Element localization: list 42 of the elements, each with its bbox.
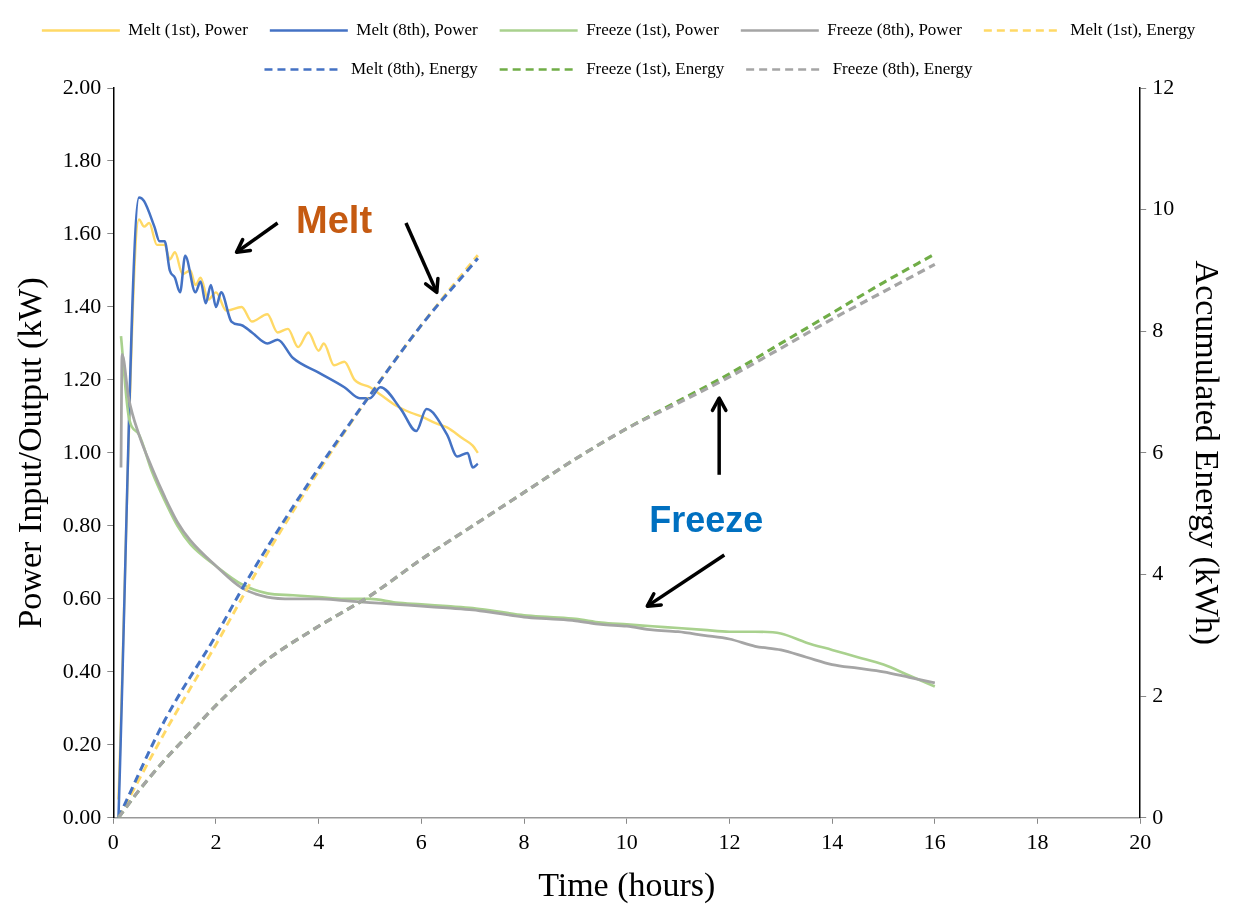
legend-label: Melt (8th), Power [356,19,478,39]
x-tick-label: 2 [210,828,222,854]
legend-label: Freeze (8th), Energy [832,58,974,78]
legend-label: Freeze (1st), Power [586,19,720,39]
y-tick-label: 0.40 [62,657,102,683]
y-axis-title: Power Input/Output (kW) [11,277,50,629]
x-tick-label: 16 [923,828,946,854]
legend-label: Melt (1st), Power [128,19,249,39]
y-tick-label: 0.80 [62,511,102,537]
x-tick-label: 18 [1026,828,1049,854]
y-tick-label: 1.60 [62,219,102,245]
y2-tick-label: 10 [1152,195,1175,221]
x-tick-label: 0 [107,828,119,854]
x-tick-label: 10 [615,828,638,854]
y-tick-label: 0.00 [62,803,102,829]
y2-tick-label: 4 [1152,560,1164,586]
y-tick-label: 1.00 [62,438,102,464]
y2-tick-label: 0 [1152,803,1164,829]
y2-tick-label: 8 [1152,317,1164,343]
y-tick-label: 0.60 [62,584,102,610]
y2-axis-title: Accumulated Energy (kWh) [1187,260,1226,646]
legend-label: Freeze (1st), Energy [586,58,725,78]
legend-label: Freeze (8th), Power [827,19,963,39]
x-tick-label: 20 [1129,828,1152,854]
y-tick-label: 1.80 [62,146,102,172]
y2-tick-label: 12 [1152,73,1175,99]
x-tick-label: 8 [518,828,530,854]
legend-label: Melt (1st), Energy [1070,19,1196,39]
annotation: Freeze [649,499,764,541]
y-tick-label: 1.40 [62,292,102,318]
y-tick-label: 1.20 [62,365,102,391]
y2-tick-label: 2 [1152,681,1164,707]
x-tick-label: 12 [718,828,741,854]
x-tick-label: 6 [415,828,427,854]
annotation: Melt [296,199,373,242]
x-tick-label: 14 [821,828,844,854]
legend-label: Melt (8th), Energy [350,58,479,78]
y2-tick-label: 6 [1152,438,1164,464]
x-tick-label: 4 [313,828,325,854]
y-tick-label: 0.20 [62,730,102,756]
y-tick-label: 2.00 [62,73,102,99]
x-axis-title: Time (hours) [538,865,716,904]
